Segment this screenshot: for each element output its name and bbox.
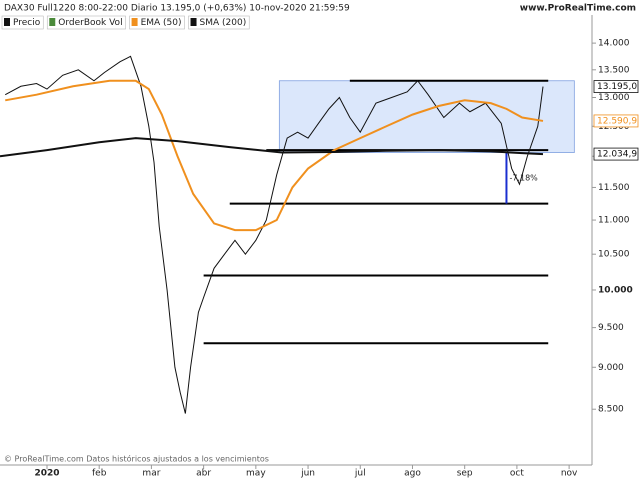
- y-tick-label: 11.000: [598, 216, 630, 226]
- legend-box: [46, 15, 126, 30]
- price-tag: [593, 80, 639, 93]
- y-tick-label: 8.500: [598, 405, 624, 415]
- x-tick-label: 2020: [34, 469, 59, 479]
- price-tag-label: 12.034,9: [597, 150, 637, 160]
- legend-label: SMA (200): [200, 18, 247, 28]
- x-tick-label: ago: [404, 469, 421, 479]
- legend-swatch: [49, 18, 56, 26]
- price-tag-label: 13.195,0: [597, 82, 637, 92]
- legend-swatch: [190, 18, 197, 26]
- x-tick-label: abr: [196, 469, 211, 479]
- y-tick-label: 9.500: [598, 323, 624, 333]
- y-tick-label: 9.000: [598, 363, 624, 373]
- x-tick-label: feb: [92, 469, 107, 479]
- legend-swatch: [131, 18, 138, 26]
- price-tag-label: 12.590,9: [597, 116, 637, 126]
- x-tick-label: jul: [354, 469, 366, 479]
- site: www.ProRealTime.com: [520, 4, 636, 14]
- y-tick-label: 13.500: [598, 65, 630, 75]
- legend-box: [1, 15, 44, 30]
- footer: © ProRealTime.com Datos históricos ajust…: [4, 454, 269, 464]
- legend-label: EMA (50): [141, 18, 182, 28]
- legend-box: [188, 15, 250, 30]
- y-tick-label: 11.500: [598, 183, 630, 193]
- chart-title: DAX30 Full1220 8:00-22:00 Diario 13.195,…: [4, 4, 350, 14]
- x-tick-label: sep: [457, 469, 473, 479]
- y-tick-label: 14.000: [598, 39, 630, 49]
- x-tick-label: mar: [142, 469, 160, 479]
- series-line: [5, 79, 544, 232]
- price-tag: [593, 147, 639, 161]
- legend-swatch: [4, 18, 10, 26]
- x-tick-label: may: [246, 469, 266, 479]
- series-line: [4, 55, 544, 414]
- legend-label: Precio: [13, 18, 41, 28]
- series-line: [0, 137, 544, 158]
- x-tick-label: oct: [510, 469, 524, 479]
- measure-label: -7,18%: [509, 174, 538, 183]
- y-tick-label: 10.500: [598, 250, 630, 260]
- x-tick-label: jun: [300, 469, 315, 479]
- y-tick-label: 10.000: [598, 285, 633, 295]
- legend-box: [129, 15, 185, 30]
- price-tag: [593, 114, 639, 128]
- legend-label: OrderBook Vol: [58, 18, 122, 28]
- x-tick-label: nov: [561, 469, 578, 479]
- y-tick-label: 13.000: [598, 93, 630, 103]
